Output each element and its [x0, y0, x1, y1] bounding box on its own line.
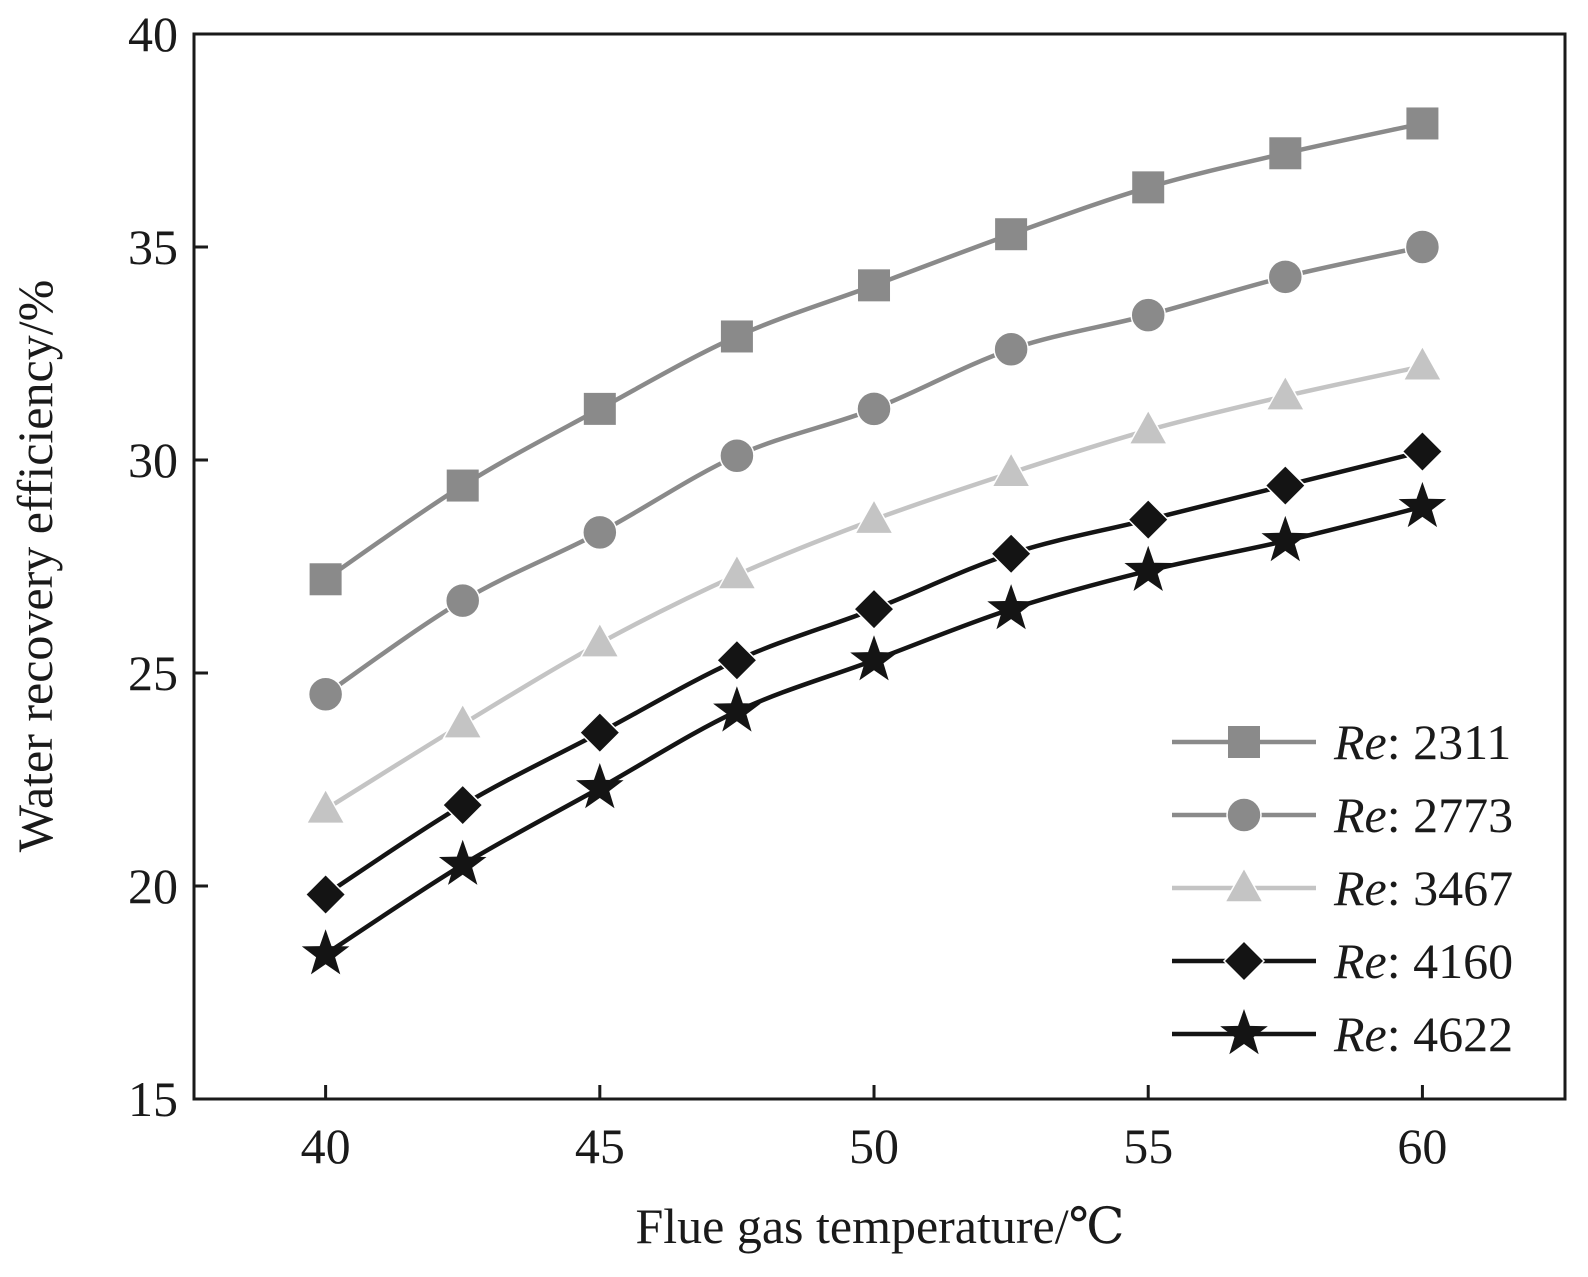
data-point-re-2773	[1267, 259, 1304, 295]
x-tick-label: 45	[575, 1118, 625, 1174]
data-point-re-2311	[995, 218, 1028, 251]
y-tick-label: 30	[128, 432, 178, 488]
plot-frame	[192, 32, 1567, 1101]
data-point-re-3467	[853, 498, 895, 535]
legend-item-re-2311: Re: 2311	[1172, 714, 1511, 770]
legend-marker-triangle	[1223, 866, 1265, 903]
data-point-re-3467	[1402, 344, 1443, 382]
data-point-re-2773	[1130, 297, 1166, 333]
y-tick-label: 25	[128, 645, 178, 701]
data-point-re-3467	[1265, 374, 1306, 411]
x-tick-label: 60	[1397, 1118, 1447, 1174]
data-point-re-4622	[850, 635, 898, 681]
y-tick-label: 40	[128, 6, 178, 62]
data-point-re-3467	[442, 702, 483, 739]
legend-label: Re: 4622	[1333, 1006, 1513, 1062]
data-point-re-4622	[1124, 545, 1172, 591]
x-tick-label: 55	[1123, 1118, 1173, 1174]
data-point-re-2773	[582, 514, 618, 551]
x-axis-title: Flue gas temperature/℃	[635, 1198, 1124, 1254]
legend-label: Re: 2311	[1333, 714, 1511, 770]
data-point-re-3467	[990, 451, 1032, 488]
x-tick-label: 40	[301, 1118, 351, 1174]
y-tick-label: 20	[128, 858, 178, 914]
y-axis: 15 20 25 30 35 40	[128, 6, 208, 1127]
data-point-re-4160	[441, 783, 484, 827]
legend-label: Re: 3467	[1333, 860, 1513, 916]
data-point-re-4622	[1261, 515, 1310, 562]
data-point-re-3467	[305, 787, 346, 825]
data-point-re-2311	[720, 320, 753, 353]
data-point-re-4160	[304, 873, 347, 916]
data-point-re-4622	[1398, 481, 1447, 528]
data-point-re-3467	[1127, 408, 1169, 445]
legend-label: Re: 4160	[1333, 933, 1513, 989]
legend-marker-square	[1228, 726, 1260, 758]
legend-label: Re: 2773	[1333, 787, 1513, 843]
legend-item-re-4622: Re: 4622	[1172, 1006, 1513, 1062]
legend-marker-star	[1220, 1009, 1268, 1055]
legend: Re: 2311 Re: 2773 Re: 3467 Re: 4160 Re: 4622	[1172, 714, 1513, 1062]
data-point-re-4622	[576, 763, 624, 809]
data-point-re-2773	[993, 331, 1029, 367]
series-lines	[323, 121, 1425, 957]
y-tick-label: 35	[128, 219, 178, 275]
legend-marker-circle	[1226, 797, 1262, 833]
data-point-re-3467	[716, 553, 758, 590]
data-point-re-4160	[1264, 464, 1307, 507]
data-point-re-4160	[1127, 498, 1170, 541]
data-point-re-2311	[309, 563, 342, 596]
data-point-re-4622	[301, 929, 350, 975]
legend-marker-diamond	[1222, 939, 1266, 983]
data-point-re-4622	[713, 686, 761, 732]
data-point-re-4622	[987, 584, 1035, 630]
data-point-re-2773	[719, 437, 755, 474]
data-point-re-4160	[852, 588, 896, 631]
data-point-re-2773	[856, 391, 892, 427]
data-point-re-4622	[438, 839, 487, 885]
data-point-re-4160	[1401, 430, 1444, 473]
data-point-re-2311	[858, 269, 891, 302]
data-point-re-2773	[444, 582, 481, 619]
data-point-re-2311	[1269, 137, 1302, 170]
data-point-re-4160	[990, 532, 1033, 575]
data-point-re-4160	[715, 639, 758, 682]
data-point-re-2311	[1406, 107, 1439, 140]
data-point-re-2773	[307, 676, 344, 713]
data-point-re-2311	[1132, 171, 1165, 204]
series-markers	[301, 107, 1447, 975]
data-point-re-3467	[579, 621, 621, 658]
data-point-re-2311	[583, 392, 616, 425]
legend-item-re-3467: Re: 3467	[1172, 860, 1513, 916]
data-point-re-2311	[446, 469, 479, 502]
y-axis-title: Water recovery efficiency/%	[7, 280, 63, 853]
x-axis: 40 45 50 55 60	[301, 1085, 1447, 1174]
x-tick-label: 50	[849, 1118, 899, 1174]
data-point-re-4160	[578, 711, 621, 754]
legend-item-re-2773: Re: 2773	[1172, 787, 1513, 843]
data-point-re-2773	[1404, 229, 1441, 265]
y-tick-label: 15	[128, 1071, 178, 1127]
legend-item-re-4160: Re: 4160	[1172, 933, 1513, 989]
